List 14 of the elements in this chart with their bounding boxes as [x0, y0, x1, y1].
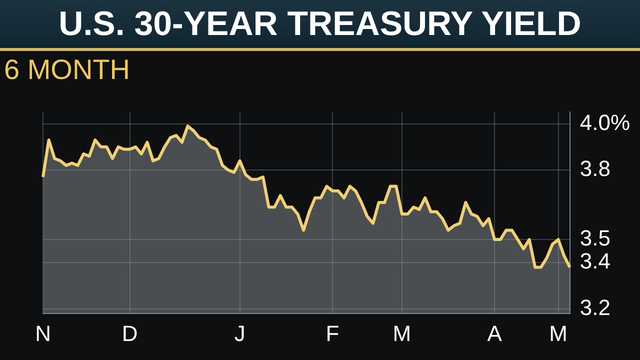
- x-tick-label: J: [234, 320, 246, 346]
- x-tick-label: M: [392, 320, 412, 346]
- y-tick-label: 3.8: [580, 156, 610, 182]
- y-tick-label: 3.4: [580, 248, 610, 274]
- x-tick-label: F: [326, 320, 340, 346]
- chart-subtitle: 6 MONTH: [4, 54, 130, 86]
- y-tick-label: 3.5: [580, 226, 610, 251]
- y-tick-label: 3.2: [580, 295, 610, 320]
- x-tick-label: D: [122, 320, 138, 346]
- x-tick-label: M: [549, 320, 568, 346]
- chart-title: U.S. 30-YEAR TREASURY YIELD: [58, 4, 582, 44]
- x-tick-label: N: [35, 320, 51, 346]
- x-tick-label: A: [487, 320, 502, 346]
- y-tick-label: 4.0%: [580, 110, 630, 135]
